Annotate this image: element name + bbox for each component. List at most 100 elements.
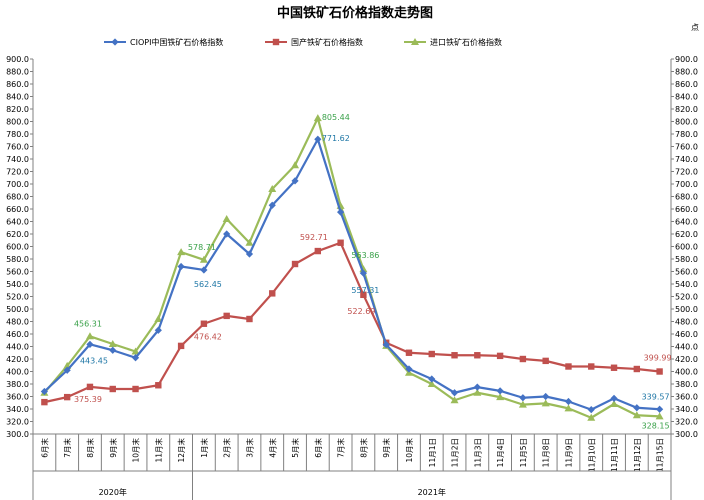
data-point-triangle: [108, 340, 117, 347]
data-label: 456.31: [74, 319, 102, 328]
y-tick-label-right: 580.0: [675, 255, 698, 264]
y-tick-label-right: 640.0: [675, 218, 698, 227]
x-tick-label: 11月9日: [564, 438, 573, 467]
data-point-triangle: [564, 404, 573, 412]
data-point-triangle: [199, 255, 208, 263]
y-tick-label-left: 500.0: [6, 305, 29, 314]
y-tick-label-right: 500.0: [675, 305, 698, 314]
data-point-square: [314, 247, 322, 255]
data-point-triangle: [85, 332, 94, 340]
year-group-label: 2021年: [418, 487, 446, 497]
y-tick-label-left: 560.0: [6, 268, 29, 277]
data-point-triangle: [450, 396, 459, 404]
y-tick-label-left: 320.0: [6, 418, 29, 427]
y-tick-label-right: 700.0: [675, 180, 698, 189]
y-tick-label-right: 360.0: [675, 393, 698, 402]
x-tick-label: 12月末: [176, 438, 186, 463]
data-point-diamond: [268, 201, 276, 209]
data-point-square: [272, 38, 280, 46]
data-point-square: [269, 290, 276, 297]
y-axis-corner-label: 点: [691, 23, 699, 32]
data-point-diamond: [473, 383, 481, 391]
data-point-diamond: [405, 365, 413, 373]
data-point-diamond: [610, 394, 618, 402]
data-point-triangle: [177, 248, 186, 256]
data-point-square: [223, 312, 230, 320]
y-tick-label-right: 440.0: [675, 343, 698, 352]
data-point-square: [656, 368, 663, 375]
y-tick-label-left: 400.0: [6, 368, 29, 377]
data-point-diamond: [314, 135, 322, 143]
data-point-diamond: [154, 326, 162, 334]
data-point-diamond: [177, 262, 185, 271]
data-label: 375.39: [74, 395, 102, 404]
data-point-triangle: [587, 413, 596, 421]
y-tick-label-right: 620.0: [675, 230, 698, 239]
data-point-square: [177, 342, 185, 350]
data-point-diamond: [656, 405, 664, 413]
x-tick-label: 8月末: [85, 438, 95, 458]
x-tick-label: 9月末: [381, 438, 391, 458]
data-point-triangle: [268, 185, 277, 192]
data-labels: 443.45 562.45 771.62 557.31 339.57 375.39 476.…: [74, 113, 672, 430]
y-tick-label-right: 320.0: [675, 418, 698, 427]
x-tick-label: 11月8日: [542, 438, 551, 467]
x-tick-label: 6月末: [39, 438, 49, 458]
data-label: 443.45: [80, 356, 108, 365]
data-point-square: [519, 355, 527, 363]
y-tick-label-right: 880.0: [675, 68, 698, 77]
data-point-diamond: [428, 375, 436, 383]
y-tick-label-right: 480.0: [675, 318, 698, 327]
y-tick-label-left: 460.0: [6, 330, 29, 339]
y-tick-label-right: 720.0: [675, 168, 698, 177]
y-tick-label-right: 520.0: [675, 293, 698, 302]
x-tick-label: 11月12日: [633, 438, 642, 472]
y-tick-label-right: 560.0: [675, 268, 698, 277]
data-point-triangle: [411, 38, 419, 45]
data-point-diamond: [587, 406, 595, 414]
data-point-diamond: [40, 387, 48, 396]
legend-label: CIOPI中国铁矿石价格指数: [130, 37, 223, 47]
legend: CIOPI中国铁矿石价格指数 国产铁矿石价格指数 进口铁矿石价格指数: [104, 37, 502, 47]
y-tick-label-right: 900.0: [675, 55, 698, 64]
data-label: 522.69: [347, 307, 375, 316]
data-point-diamond: [86, 340, 94, 348]
data-point-triangle: [427, 380, 436, 387]
y-tick-label-right: 460.0: [675, 330, 698, 339]
data-point-square: [405, 349, 413, 356]
y-tick-label-right: 680.0: [675, 193, 698, 202]
data-point-square: [291, 260, 299, 268]
data-point-square: [451, 352, 458, 359]
data-label: 805.44: [322, 113, 350, 122]
data-point-diamond: [542, 392, 550, 401]
y-tick-label-left: 820.0: [6, 105, 29, 114]
data-point-square: [542, 357, 549, 365]
data-point-diamond: [359, 269, 367, 277]
series-layer: [40, 114, 664, 421]
data-label: 578.71: [188, 243, 216, 252]
y-tick-label-left: 340.0: [6, 405, 29, 414]
data-point-triangle: [291, 161, 300, 169]
data-point-square: [565, 363, 572, 370]
data-point-square: [86, 383, 94, 391]
y-tick-label-left: 520.0: [6, 293, 29, 302]
y-tick-label-left: 300.0: [6, 430, 29, 439]
data-point-triangle: [154, 315, 163, 322]
data-point-diamond: [200, 266, 208, 274]
data-point-square: [246, 315, 253, 323]
y-tick-label-right: 760.0: [675, 143, 698, 152]
y-tick-label-right: 600.0: [675, 243, 698, 252]
y-tick-label-left: 380.0: [6, 380, 29, 389]
data-point-square: [63, 393, 71, 401]
y-tick-label-left: 880.0: [6, 68, 29, 77]
x-tick-label: 7月末: [336, 438, 346, 458]
y-tick-label-left: 900.0: [6, 55, 29, 64]
y-tick-label-left: 440.0: [6, 343, 29, 352]
y-tick-label-right: 400.0: [675, 368, 698, 377]
legend-label: 国产铁矿石价格指数: [291, 37, 363, 47]
y-tick-label-left: 700.0: [6, 180, 29, 189]
data-label: 562.45: [194, 280, 222, 289]
data-point-square: [633, 365, 641, 373]
series-line: [44, 241, 660, 404]
